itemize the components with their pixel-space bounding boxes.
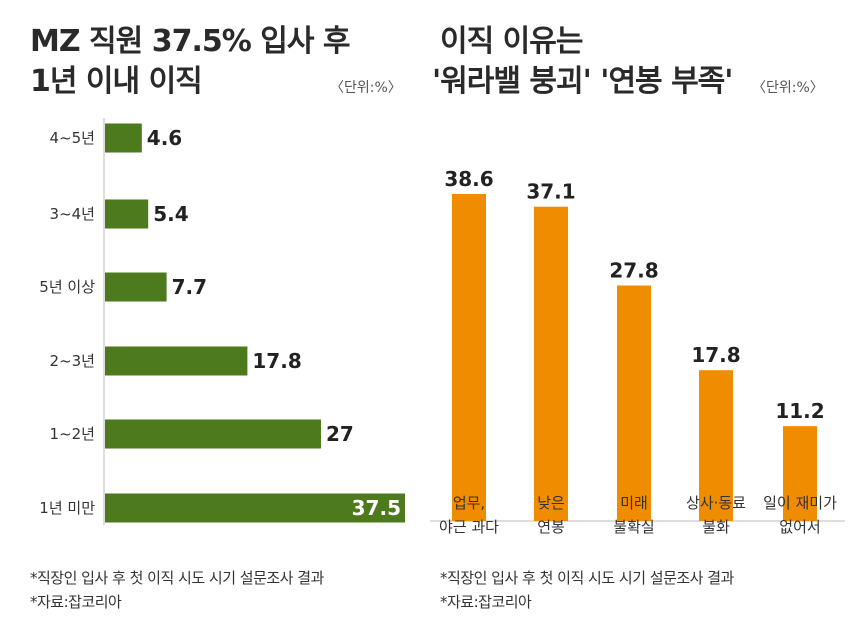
right-chart-title-line1: 이직 이유는 (440, 24, 583, 59)
left-bar (105, 493, 405, 523)
left-footnote-survey: *직장인 입사 후 첫 이직 시도 시기 설문조사 결과 (30, 569, 324, 587)
right-footnote-source: *자료:잡코리아 (440, 593, 532, 611)
left-chart-unit: 〈단위:%〉 (330, 80, 402, 96)
right-category-label: 연봉 (537, 518, 565, 536)
right-value-label: 11.2 (775, 399, 824, 423)
right-bar (534, 206, 568, 521)
right-category-label: 일이 재미가 (763, 494, 837, 512)
left-value-label: 17.8 (252, 349, 301, 373)
right-bar (699, 370, 733, 521)
right-footnote-survey: *직장인 입사 후 첫 이직 시도 시기 설문조사 결과 (440, 569, 734, 587)
right-bar (783, 426, 817, 521)
right-chart-unit: 〈단위:%〉 (752, 80, 824, 96)
right-value-label: 38.6 (444, 167, 493, 191)
right-category-label: 업무, (453, 494, 485, 512)
left-bar (105, 123, 142, 153)
left-bar (105, 346, 248, 376)
left-category-label: 2~3년 (50, 352, 95, 370)
right-category-label: 낮은 (537, 494, 565, 512)
left-bar (105, 272, 167, 302)
left-chart-title-line2: 1년 이내 이직 (30, 64, 203, 99)
left-value-label: 7.7 (172, 275, 207, 299)
left-chart-title-line1: MZ 직원 37.5% 입사 후 (30, 24, 350, 59)
left-bar (105, 199, 149, 229)
right-value-label: 37.1 (526, 180, 575, 204)
right-bar (452, 194, 486, 521)
left-category-label: 4~5년 (50, 129, 95, 147)
left-value-label: 5.4 (153, 202, 188, 226)
right-category-label: 불화 (702, 518, 730, 536)
right-category-label: 야근 과다 (439, 518, 499, 536)
right-value-label: 17.8 (691, 343, 740, 367)
right-category-label: 미래 (620, 494, 648, 512)
left-category-label: 5년 이상 (39, 278, 95, 296)
right-category-label: 없어서 (779, 518, 820, 536)
left-bar (105, 419, 321, 449)
left-category-label: 1년 미만 (39, 499, 95, 517)
left-value-label: 4.6 (147, 126, 182, 150)
right-category-label: 상사·동료 (686, 494, 746, 512)
left-category-label: 1~2년 (50, 425, 95, 443)
right-chart-title-line2: '워라밸 붕괴' '연봉 부족' (432, 64, 733, 99)
left-category-label: 3~4년 (50, 205, 95, 223)
left-value-label: 27 (326, 422, 354, 446)
right-bar (617, 285, 651, 521)
left-footnote-source: *자료:잡코리아 (30, 593, 122, 611)
right-value-label: 27.8 (609, 258, 658, 282)
left-value-label: 37.5 (352, 496, 401, 520)
right-category-label: 불확실 (613, 518, 654, 536)
